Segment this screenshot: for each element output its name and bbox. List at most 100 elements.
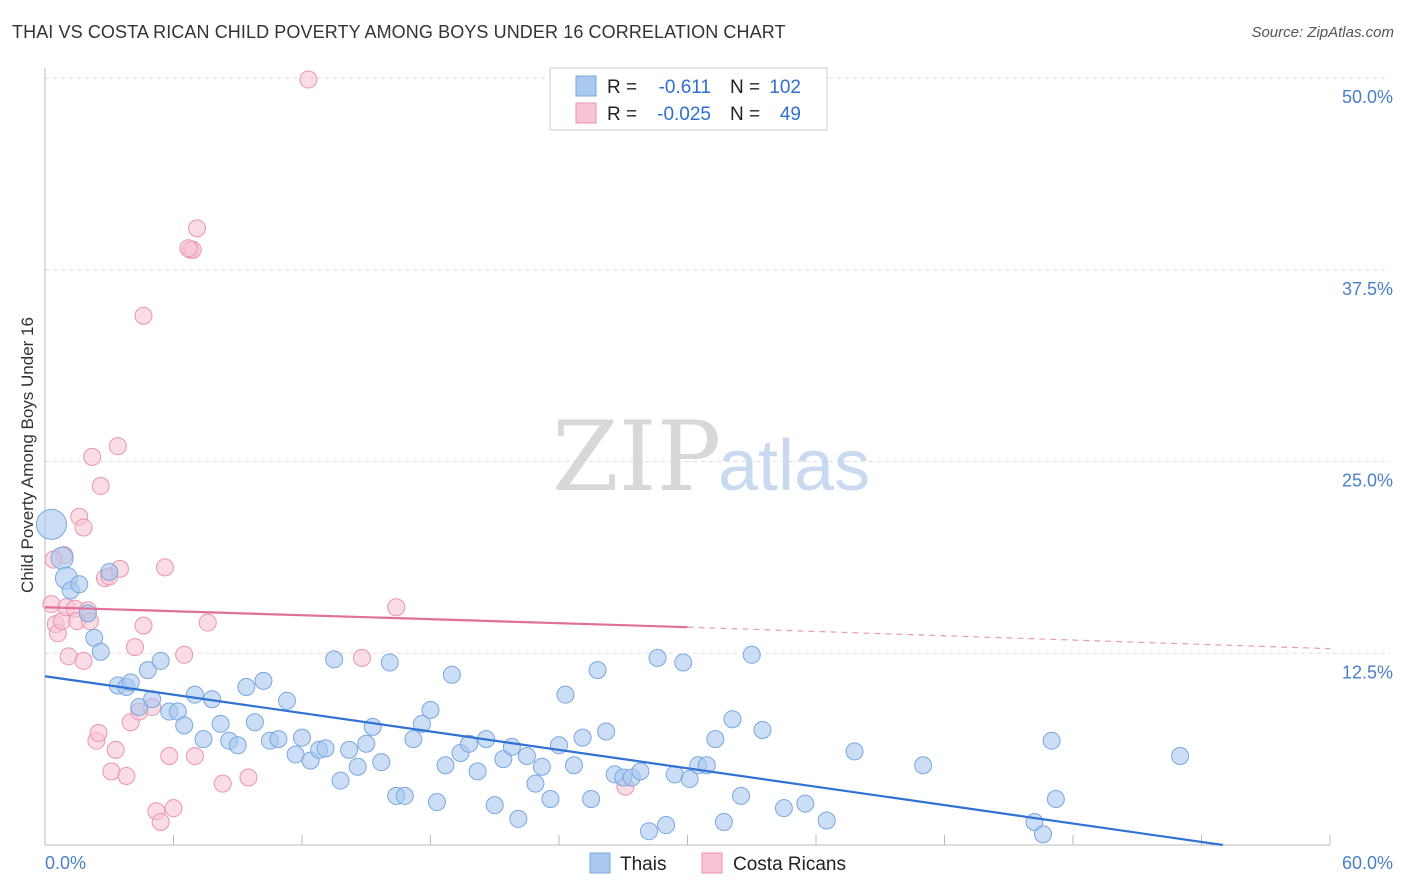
y-tick-label: 12.5% <box>1342 662 1393 682</box>
costa-rican-point <box>198 613 217 632</box>
thai-point <box>442 665 461 684</box>
costa-rican-point <box>299 70 318 89</box>
thai-point <box>588 661 607 680</box>
costa-rican-point <box>108 437 127 456</box>
thai-point <box>50 546 74 570</box>
correlation-legend: R = -0.611 N = 102 R = -0.025 N = 49 <box>549 67 828 131</box>
thai-point <box>648 648 667 667</box>
thai-point <box>363 717 382 736</box>
legend-cr-n-value: 49 <box>780 104 801 125</box>
thai-point <box>517 747 536 766</box>
legend-cr-r-value: -0.025 <box>657 104 711 125</box>
gridlines <box>45 77 1390 654</box>
costa-rican-point <box>387 598 406 617</box>
thai-point <box>293 728 311 747</box>
costa-rican-point <box>179 239 198 258</box>
y-tick-labels: 12.5% 25.0% 37.5% 50.0% <box>1342 87 1393 682</box>
thai-point <box>714 812 733 831</box>
thai-point <box>254 671 273 690</box>
legend-costa-ricans-swatch <box>701 852 723 874</box>
thai-point <box>556 685 575 704</box>
thai-point <box>269 730 288 749</box>
thai-point <box>509 809 528 828</box>
thai-point <box>412 714 431 733</box>
x-tick-label: 60.0% <box>1342 853 1393 873</box>
legend-thai-n-value: 102 <box>769 77 801 98</box>
thai-point <box>914 756 933 775</box>
legend-thai-swatch <box>575 75 597 97</box>
costa-ricans-trend-extension <box>687 626 1331 650</box>
costa-rican-point <box>74 651 93 670</box>
thai-point <box>460 734 479 753</box>
thai-point <box>526 774 545 793</box>
costa-ricans-points <box>42 70 635 831</box>
thai-point <box>674 653 693 672</box>
watermark-zip: ZIP <box>552 401 721 513</box>
thai-point <box>774 799 793 818</box>
legend-thai-n-label: N = <box>730 77 760 98</box>
thai-point <box>796 794 815 813</box>
legend-thais-label: Thais <box>620 854 666 875</box>
thai-point <box>468 762 487 781</box>
thai-point <box>845 742 864 761</box>
thai-point <box>639 822 658 841</box>
axes <box>44 68 1331 846</box>
thai-point <box>1046 789 1065 808</box>
x-tick-labels: 0.0% 60.0% <box>45 853 1393 873</box>
costa-rican-point <box>74 518 93 537</box>
costa-rican-point <box>188 219 207 238</box>
thai-point <box>817 811 836 830</box>
thai-point <box>100 562 119 581</box>
thai-point <box>564 756 583 775</box>
thai-point <box>723 710 742 729</box>
thai-point <box>502 737 521 756</box>
thai-point <box>211 714 230 733</box>
thai-point <box>1034 825 1053 844</box>
costa-rican-point <box>83 447 102 466</box>
costa-rican-point <box>106 740 125 759</box>
thai-point <box>245 713 264 732</box>
y-tick-label: 37.5% <box>1342 279 1393 299</box>
costa-rican-point <box>117 766 136 785</box>
thai-point <box>340 740 359 759</box>
x-tick-label: 0.0% <box>45 853 86 873</box>
thai-point <box>485 796 504 815</box>
thai-point <box>404 730 423 749</box>
thai-point <box>680 770 699 789</box>
thai-point <box>348 757 367 776</box>
thai-point <box>331 771 350 790</box>
trend-lines <box>44 606 1331 847</box>
thai-point <box>582 789 601 808</box>
costa-rican-point <box>175 645 194 664</box>
costa-rican-point <box>213 774 232 793</box>
thai-point <box>228 736 247 755</box>
thai-point <box>380 653 399 672</box>
thai-point <box>286 745 305 764</box>
thai-point <box>665 765 684 784</box>
y-tick-label: 50.0% <box>1342 87 1393 107</box>
thai-point <box>372 753 391 772</box>
legend-cr-swatch <box>575 102 597 124</box>
thai-point <box>436 756 455 775</box>
thai-point <box>532 757 551 776</box>
thai-point <box>194 730 213 749</box>
thais-points <box>35 508 1190 844</box>
costa-rican-point <box>239 768 258 787</box>
series-legend: Thais Costa Ricans <box>589 852 846 875</box>
costa-rican-point <box>42 595 61 614</box>
thai-point <box>138 661 157 680</box>
thai-point <box>427 793 446 812</box>
thai-point <box>657 816 676 835</box>
source-label: Source: ZipAtlas.com <box>1251 24 1394 41</box>
legend-thais-swatch <box>589 852 611 874</box>
thai-point <box>395 786 414 805</box>
thai-point <box>631 762 650 781</box>
thai-point <box>1171 747 1190 766</box>
thai-point <box>706 730 725 749</box>
thai-point <box>494 750 513 769</box>
costa-rican-point <box>151 812 170 831</box>
costa-rican-point <box>102 762 121 781</box>
thai-point <box>237 677 256 696</box>
thai-point <box>1042 731 1061 750</box>
